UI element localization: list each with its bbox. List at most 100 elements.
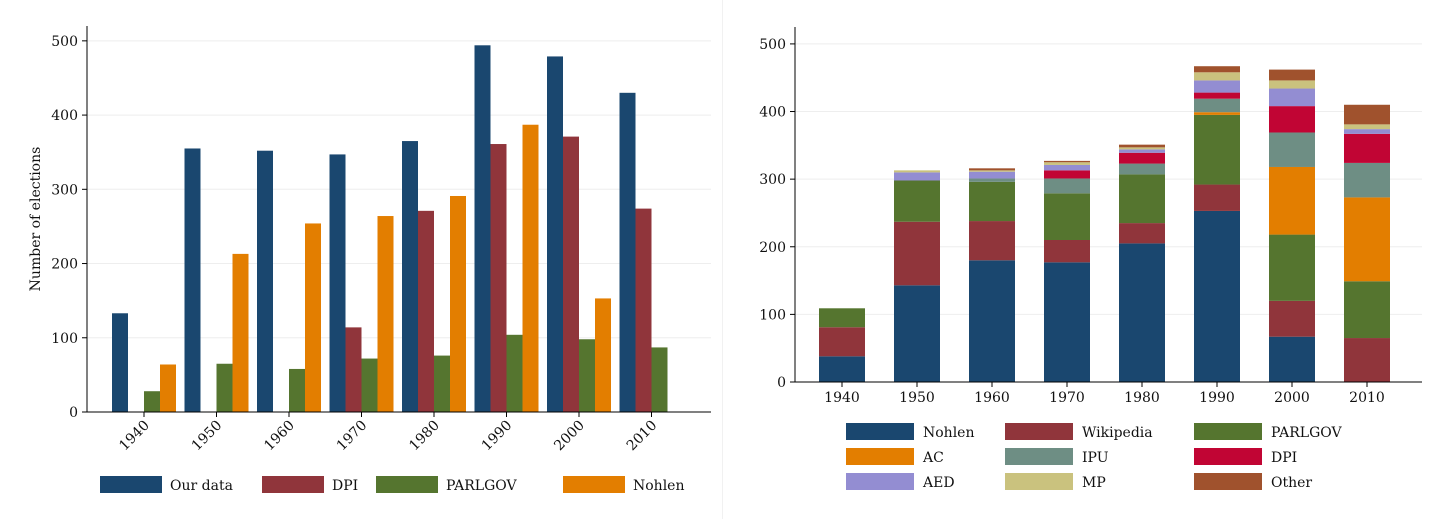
- legend-swatch-dpi: [262, 476, 324, 493]
- y-tick-label-1: 100: [51, 331, 78, 347]
- legend-swatch-nohlen: [846, 423, 914, 440]
- y-tick-label-2: 200: [759, 240, 786, 256]
- stack-parlgov-1980: [1119, 174, 1165, 224]
- stack-ipu-1980: [1119, 163, 1165, 175]
- stack-ipu-1990: [1194, 98, 1240, 113]
- stack-ipu-2000: [1269, 132, 1315, 167]
- y-tick-label-2: 200: [51, 257, 78, 273]
- stack-ipu-1970: [1044, 178, 1090, 194]
- y-tick-label-4: 400: [759, 105, 786, 121]
- stack-nohlen-1950: [894, 285, 940, 382]
- stack-other-2010: [1344, 104, 1390, 125]
- stack-other-1960: [969, 168, 1015, 171]
- bar-our-data-2010: [619, 92, 636, 413]
- stack-parlgov-1950: [894, 180, 940, 222]
- x-tick-label-1950: 1950: [899, 390, 935, 406]
- legend-label-mp: MP: [1082, 475, 1106, 491]
- legend-label-aed: AED: [922, 475, 955, 491]
- stack-mp-1990: [1194, 72, 1240, 81]
- stack-parlgov-1940: [819, 308, 865, 328]
- stack-mp-1950: [894, 170, 940, 173]
- legend-label-dpi: DPI: [332, 478, 358, 494]
- x-tick-label-2010: 2010: [624, 418, 661, 455]
- stack-wikipedia-1940: [819, 327, 865, 357]
- bar-nohlen-1970: [377, 216, 394, 412]
- legend-label-parlgov: PARLGOV: [1271, 425, 1342, 441]
- stack-mp-1960: [969, 170, 1015, 172]
- legend-label-nohlen: Nohlen: [923, 425, 974, 441]
- stack-aed-1980: [1119, 149, 1165, 153]
- stack-parlgov-2000: [1269, 234, 1315, 301]
- bar-parlgov-1960: [289, 368, 305, 412]
- stack-aed-1970: [1044, 164, 1090, 171]
- stack-dpi-2000: [1269, 106, 1315, 133]
- bar-our-data-2000: [547, 56, 563, 412]
- stack-ipu-2010: [1344, 162, 1390, 198]
- bar-nohlen-2000: [595, 298, 611, 412]
- bar-parlgov-2010: [651, 347, 668, 412]
- y-tick-label-3: 300: [759, 172, 786, 188]
- stack-wikipedia-1960: [969, 221, 1015, 261]
- stack-ac-2000: [1269, 166, 1315, 235]
- stack-wikipedia-1950: [894, 221, 940, 286]
- legend-label-dpi: DPI: [1271, 450, 1297, 466]
- stack-wikipedia-2010: [1344, 338, 1390, 382]
- bar-parlgov-1950: [216, 363, 233, 412]
- stack-other-2000: [1269, 69, 1315, 81]
- bar-dpi-1970: [345, 327, 362, 412]
- x-tick-label-1950: 1950: [189, 418, 226, 455]
- bar-dpi-2010: [635, 208, 652, 412]
- bar-parlgov-2000: [579, 339, 595, 412]
- stack-ac-2010: [1344, 197, 1390, 282]
- bar-nohlen-1980: [450, 195, 466, 412]
- x-tick-label-1980: 1980: [406, 418, 443, 455]
- stack-nohlen-2000: [1269, 336, 1315, 382]
- y-tick-label-3: 300: [51, 182, 78, 198]
- stack-nohlen-1980: [1119, 243, 1165, 382]
- stack-mp-1970: [1044, 162, 1090, 165]
- y-tick-label-4: 400: [51, 108, 78, 124]
- stack-aed-2000: [1269, 88, 1315, 107]
- x-tick-label-1980: 1980: [1124, 390, 1160, 406]
- stack-ipu-1960: [969, 178, 1015, 182]
- x-tick-label-1960: 1960: [974, 390, 1010, 406]
- legend-label-ac: AC: [922, 450, 944, 466]
- stack-aed-1960: [969, 171, 1015, 179]
- right-chart: 0 100 200 300 400 500 1940 1950 1960 1970 1980 1990…: [759, 27, 1422, 491]
- stack-dpi-2010: [1344, 133, 1390, 163]
- stack-nohlen-1960: [969, 260, 1015, 382]
- legend-swatch-parlgov: [376, 476, 438, 493]
- y-tick-label-1: 100: [759, 307, 786, 323]
- left-chart: 0 100 200 300 400 500 Number of elections 1940 1…: [28, 26, 711, 494]
- legend-swatch-ac: [846, 448, 914, 465]
- legend-label-nohlen: Nohlen: [633, 478, 684, 494]
- x-tick-label-2000: 2000: [1274, 390, 1310, 406]
- stack-dpi-1990: [1194, 92, 1240, 99]
- x-tick-label-2010: 2010: [1349, 390, 1385, 406]
- stack-dpi-1970: [1044, 170, 1090, 179]
- stack-mp-2000: [1269, 80, 1315, 89]
- bar-nohlen-1940: [160, 364, 176, 412]
- stack-nohlen-1990: [1194, 210, 1240, 382]
- x-tick-label-1990: 1990: [1199, 390, 1235, 406]
- x-tick-label-2000: 2000: [551, 418, 588, 455]
- legend-swatch-aed: [846, 473, 914, 490]
- bar-parlgov-1940: [144, 391, 160, 412]
- stack-other-1980: [1119, 144, 1165, 148]
- y-axis-label: Number of elections: [28, 147, 44, 292]
- stack-mp-1980: [1119, 147, 1165, 150]
- stack-nohlen-1940: [819, 356, 865, 382]
- x-tick-label-1970: 1970: [1049, 390, 1085, 406]
- bar-our-data-1990: [474, 45, 491, 413]
- legend-label-other: Other: [1271, 475, 1312, 491]
- legend-swatch-parlgov: [1194, 423, 1262, 440]
- y-tick-label-5: 500: [759, 37, 786, 53]
- x-tick-label-1940: 1940: [116, 418, 153, 455]
- x-tick-label-1970: 1970: [334, 418, 371, 455]
- stack-wikipedia-2000: [1269, 300, 1315, 337]
- bar-parlgov-1970: [361, 358, 378, 412]
- bar-dpi-2000: [563, 136, 579, 412]
- bar-nohlen-1950: [232, 253, 249, 412]
- legend-swatch-other: [1194, 473, 1262, 490]
- y-tick-label-5: 500: [51, 34, 78, 50]
